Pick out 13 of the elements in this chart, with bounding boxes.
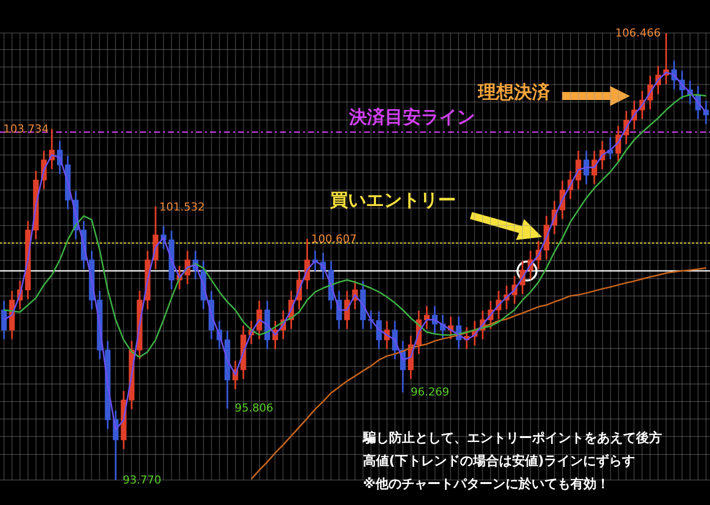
annotation: 理想決済 <box>478 81 550 104</box>
annotation: 103.734 <box>3 122 49 136</box>
annotation: 96.269 <box>410 386 450 398</box>
annotation: 93.770 <box>122 474 162 486</box>
annotation: 高値(下トレンドの場合は安値)ラインにずらす <box>363 452 635 470</box>
ref-line-label: 決済目安ライン <box>348 106 475 128</box>
annotation: 騙し防止として、エントリーポイントをあえて後方 <box>363 430 662 447</box>
annotation: 100.607 <box>311 232 357 246</box>
annotation: 買いエントリー <box>330 189 456 212</box>
annotation: 95.806 <box>234 402 274 414</box>
annotation: 106.466 <box>615 26 661 40</box>
annotation: ※他のチャートパターンに於いても有効！ <box>363 476 610 493</box>
annotation: 101.532 <box>159 200 205 214</box>
